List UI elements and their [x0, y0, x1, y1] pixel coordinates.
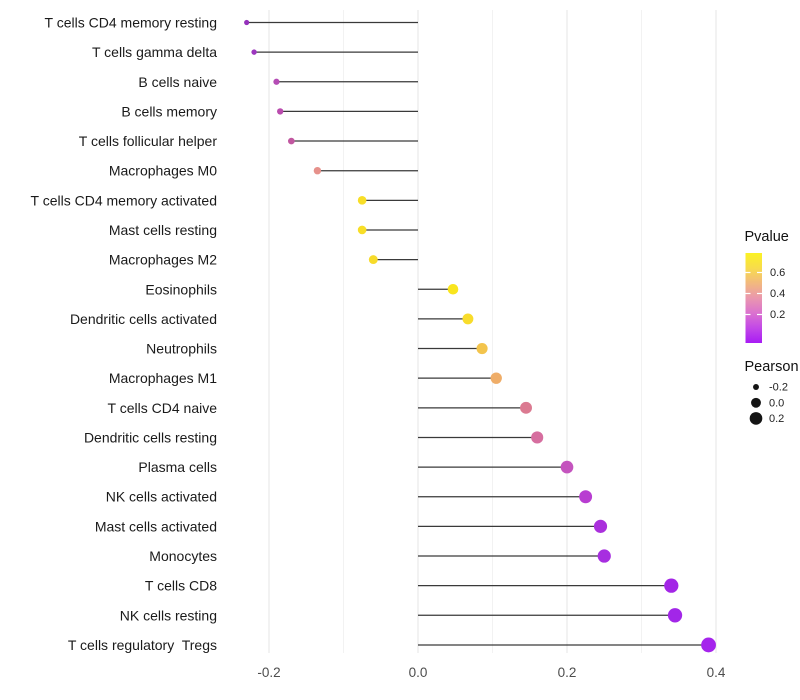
y-label-macrophages-m0: Macrophages M0	[109, 163, 217, 179]
y-label-dendritic-cells-activated: Dendritic cells activated	[70, 311, 217, 327]
y-label-b-cells-memory: B cells memory	[121, 103, 217, 119]
dot-neutrophils	[476, 342, 488, 355]
dot-macrophages-m2	[368, 255, 378, 265]
dot-mast-cells-activated	[593, 519, 608, 533]
dot-macrophages-m1	[490, 372, 502, 384]
y-label-t-cells-regulatory-tregs: T cells regulatory Tregs	[68, 637, 217, 653]
y-label-macrophages-m2: Macrophages M2	[109, 252, 217, 268]
pvalue-tick-label-0.2: 0.2	[770, 309, 785, 321]
major-gridlines	[268, 10, 717, 653]
x-tick-label-0.4: 0.4	[707, 665, 726, 680]
minor-gridlines	[343, 10, 642, 653]
pvalue-legend-title: Pvalue	[745, 229, 789, 245]
pearson-legend-dot-0-2	[749, 412, 763, 425]
dot-t-cells-cd8	[664, 578, 679, 593]
dot-t-cells-gamma-delta	[251, 49, 257, 55]
dot-dendritic-cells-resting	[531, 431, 544, 444]
dot-t-cells-cd4-memory-resting	[244, 19, 250, 26]
y-label-dendritic-cells-resting: Dendritic cells resting	[84, 429, 217, 445]
y-label-mast-cells-resting: Mast cells resting	[109, 222, 217, 238]
x-axis-tick-labels: -0.2 0.0 0.2 0.4	[257, 665, 726, 680]
pearson-legend-dot--0-2	[753, 384, 759, 390]
y-label-t-cells-cd4-naive: T cells CD4 naive	[108, 400, 218, 416]
pearson-legend: Pearson -0.2 0.0 0.2	[745, 359, 799, 425]
dot-t-cells-follicular-helper	[288, 137, 295, 145]
y-label-t-cells-cd4-memory-activated: T cells CD4 memory activated	[31, 192, 217, 208]
pvalue-colorbar	[745, 253, 762, 343]
pvalue-legend: Pvalue 0.6 0.4 0.2	[745, 229, 789, 343]
y-label-t-cells-cd4-memory-resting: T cells CD4 memory resting	[45, 15, 217, 31]
dot-t-cells-cd4-naive	[520, 401, 532, 414]
pearson-legend-label-0-2: 0.2	[769, 413, 784, 425]
y-label-t-cells-follicular-helper: T cells follicular helper	[79, 133, 218, 149]
y-label-plasma-cells: Plasma cells	[138, 459, 217, 475]
dot-eosinophils	[447, 283, 459, 295]
dot-nk-cells-resting	[667, 608, 683, 623]
pearson-legend-label--0-2: -0.2	[769, 382, 788, 394]
dot-macrophages-m0	[313, 166, 322, 175]
dot-b-cells-naive	[273, 78, 280, 85]
y-label-mast-cells-activated: Mast cells activated	[95, 518, 217, 534]
y-label-monocytes: Monocytes	[149, 548, 217, 564]
x-tick-label--0.2: -0.2	[257, 665, 280, 680]
pearson-legend-items: -0.2 0.0 0.2	[749, 382, 788, 425]
dot-b-cells-memory	[277, 108, 284, 115]
dot-dendritic-cells-activated	[462, 313, 474, 325]
y-label-macrophages-m1: Macrophages M1	[109, 370, 217, 386]
dot-mast-cells-resting	[357, 225, 367, 235]
dot-t-cells-regulatory-tregs	[701, 637, 716, 653]
y-label-t-cells-gamma-delta: T cells gamma delta	[92, 44, 217, 60]
pearson-legend-title: Pearson	[745, 359, 799, 375]
x-tick-label-0.0: 0.0	[409, 665, 428, 680]
dot-t-cells-cd4-memory-activated	[357, 196, 367, 205]
dot-plasma-cells	[560, 460, 574, 474]
y-label-eosinophils: Eosinophils	[145, 281, 217, 297]
pvalue-tick-label-0.4: 0.4	[770, 288, 785, 300]
x-tick-label-0.2: 0.2	[558, 665, 577, 680]
pvalue-colorbar-ticks: 0.6 0.4 0.2	[745, 267, 785, 321]
pvalue-tick-label-0.6: 0.6	[770, 267, 785, 279]
y-label-nk-cells-resting: NK cells resting	[120, 607, 217, 623]
y-label-t-cells-cd8: T cells CD8	[145, 578, 217, 594]
pearson-legend-label-0-0: 0.0	[769, 397, 784, 409]
dot-monocytes	[597, 549, 611, 563]
y-label-b-cells-naive: B cells naive	[138, 74, 217, 90]
dot-nk-cells-activated	[579, 490, 593, 504]
lollipop-rows	[244, 19, 716, 653]
y-label-nk-cells-activated: NK cells activated	[106, 489, 217, 505]
pearson-legend-dot-0-0	[751, 397, 761, 408]
y-axis-labels: T cells CD4 memory resting T cells gamma …	[31, 15, 218, 653]
y-label-neutrophils: Neutrophils	[146, 341, 217, 357]
